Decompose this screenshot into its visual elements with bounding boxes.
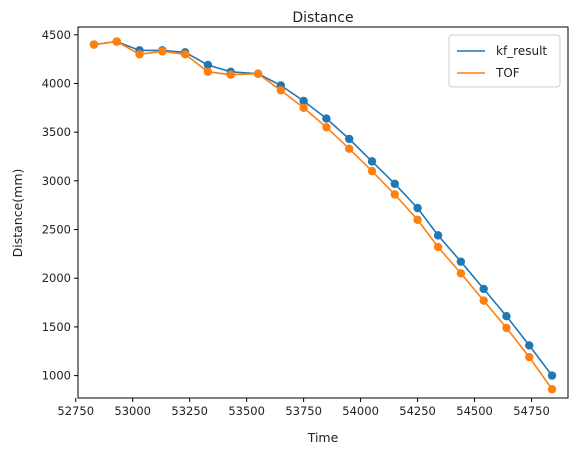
legend: kf_result TOF xyxy=(448,34,561,88)
data-point-TOF xyxy=(345,144,354,153)
data-point-kf_result xyxy=(390,179,399,188)
legend-box xyxy=(448,34,561,88)
x-axis-ticks: 52750 53000 53250 53500 53750 54000 54250 54500… xyxy=(57,398,550,418)
data-point-kf_result xyxy=(547,371,557,380)
series-layer xyxy=(89,37,557,394)
y-tick-label: 1000 xyxy=(42,369,71,383)
data-point-TOF xyxy=(413,215,422,225)
data-point-TOF xyxy=(525,352,534,362)
data-point-TOF xyxy=(203,67,213,76)
data-point-kf_result xyxy=(203,60,213,70)
x-tick-label: 53250 xyxy=(171,404,208,418)
data-point-TOF xyxy=(502,323,511,333)
data-point-TOF xyxy=(158,47,167,56)
data-point-kf_result xyxy=(479,284,488,294)
y-tick-label: 3500 xyxy=(42,125,71,139)
data-point-TOF xyxy=(180,50,190,59)
data-point-kf_result xyxy=(413,203,422,213)
y-tick-label: 2000 xyxy=(42,271,71,285)
data-point-TOF xyxy=(367,166,377,176)
data-point-TOF xyxy=(299,103,308,113)
y-tick-label: 4500 xyxy=(42,28,71,42)
x-tick-label: 52750 xyxy=(57,404,94,418)
data-point-TOF xyxy=(253,69,263,78)
y-tick-label: 4000 xyxy=(42,76,71,90)
data-point-kf_result xyxy=(433,231,443,240)
y-tick-label: 3000 xyxy=(42,174,71,188)
x-tick-label: 54500 xyxy=(456,404,493,418)
x-tick-label: 54750 xyxy=(513,404,550,418)
data-point-TOF xyxy=(390,190,399,199)
data-point-TOF xyxy=(433,242,443,252)
x-axis-label: Time xyxy=(307,430,339,445)
data-point-kf_result xyxy=(322,114,331,123)
plot-area xyxy=(77,26,569,399)
legend-label-TOF: TOF xyxy=(495,66,520,80)
data-point-TOF xyxy=(276,86,286,95)
data-point-TOF xyxy=(322,123,331,132)
y-axis-label: Distance(mm) xyxy=(10,169,25,258)
data-point-TOF xyxy=(135,50,144,59)
data-point-kf_result xyxy=(299,96,308,106)
data-point-kf_result xyxy=(525,341,534,350)
data-point-TOF xyxy=(479,296,488,305)
data-point-kf_result xyxy=(345,134,354,144)
data-point-TOF xyxy=(226,70,235,79)
legend-label-kf_result: kf_result xyxy=(496,44,547,58)
x-tick-label: 53750 xyxy=(285,404,322,418)
y-axis-ticks: 1000 1500 2000 2500 3000 3500 4000 4500 xyxy=(42,28,78,383)
data-point-kf_result xyxy=(502,312,511,321)
data-point-TOF xyxy=(89,40,99,49)
data-point-TOF xyxy=(547,385,557,394)
x-tick-label: 53500 xyxy=(228,404,265,418)
y-tick-label: 2500 xyxy=(42,223,71,237)
y-tick-label: 1500 xyxy=(42,320,71,334)
series-line-kf_result xyxy=(93,40,553,377)
data-point-kf_result xyxy=(456,257,466,266)
chart-title: Distance xyxy=(292,10,353,26)
x-tick-label: 54000 xyxy=(342,404,379,418)
series-line-TOF xyxy=(93,40,553,390)
data-point-kf_result xyxy=(367,157,377,166)
data-point-TOF xyxy=(456,269,466,278)
data-point-TOF xyxy=(112,37,121,46)
x-tick-label: 54250 xyxy=(399,404,436,418)
x-tick-label: 53000 xyxy=(114,404,151,418)
